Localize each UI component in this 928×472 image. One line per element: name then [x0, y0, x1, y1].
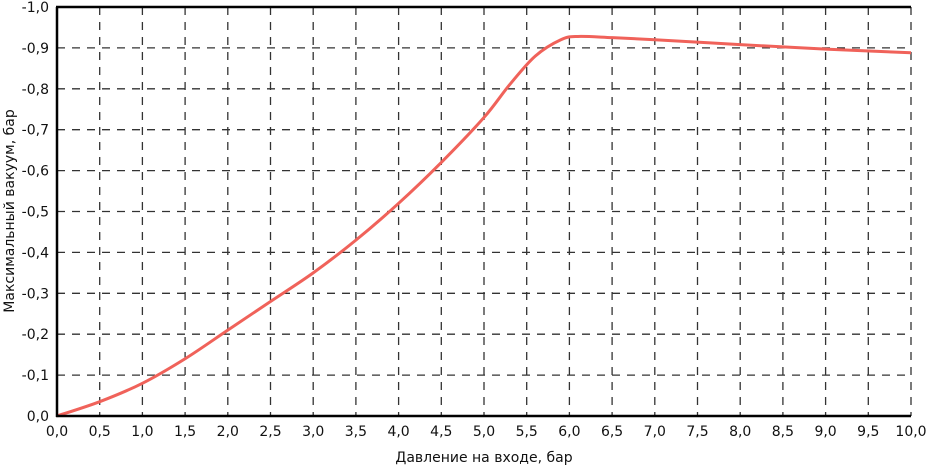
x-tick-label: 8,0	[729, 424, 751, 440]
x-tick-label: 6,0	[558, 424, 580, 440]
x-tick-label: 7,0	[644, 424, 666, 440]
x-tick-label: 3,0	[302, 424, 324, 440]
x-tick-label: 1,0	[131, 424, 153, 440]
x-axis-label: Давление на входе, бар	[395, 450, 572, 466]
y-tick-labels: 0,0 -0,1 -0,2 -0,3 -0,4 -0,5 -0,6 -0,7 -0,8 -0,9 -…	[22, 0, 49, 425]
x-tick-label: 6,5	[601, 424, 623, 440]
grid	[57, 6, 912, 416]
y-tick-label: -0,6	[22, 164, 49, 180]
x-tick-label: 4,5	[430, 424, 452, 440]
y-tick-label: -0,8	[22, 82, 49, 98]
x-tick-label: 0,5	[89, 424, 111, 440]
x-tick-label: 4,0	[387, 424, 409, 440]
x-tick-label: 2,0	[217, 424, 239, 440]
x-tick-label: 2,5	[259, 424, 281, 440]
x-tick-label: 1,5	[174, 424, 196, 440]
y-tick-label: -0,1	[22, 368, 49, 384]
y-tick-label: -1,0	[22, 0, 49, 16]
x-tick-label: 8,5	[772, 424, 794, 440]
axes	[55, 5, 911, 418]
x-tick-label: 10,0	[895, 424, 926, 440]
x-tick-label: 0,0	[46, 424, 68, 440]
x-tick-label: 5,5	[516, 424, 538, 440]
series-line	[56, 34, 912, 418]
y-tick-label: 0,0	[27, 409, 49, 425]
y-tick-label: -0,3	[22, 286, 49, 302]
y-tick-label: -0,7	[22, 123, 49, 139]
x-tick-labels: 0,0 0,5 1,0 1,5 2,0 2,5 3,0 3,5 4,0 4,5 5,0 5,5 6,0 6…	[46, 424, 927, 440]
x-tick-label: 3,5	[345, 424, 367, 440]
y-axis-label: Максимальный вакуум, бар	[2, 109, 18, 313]
y-tick-label: -0,4	[22, 245, 49, 261]
series-layer	[56, 34, 912, 418]
y-tick-label: -0,9	[22, 41, 49, 57]
y-tick-label: -0,5	[22, 205, 49, 221]
x-tick-label: 9,5	[857, 424, 879, 440]
x-tick-label: 5,0	[473, 424, 495, 440]
y-tick-label: -0,2	[22, 327, 49, 343]
x-tick-label: 7,5	[686, 424, 708, 440]
x-tick-label: 9,0	[814, 424, 836, 440]
